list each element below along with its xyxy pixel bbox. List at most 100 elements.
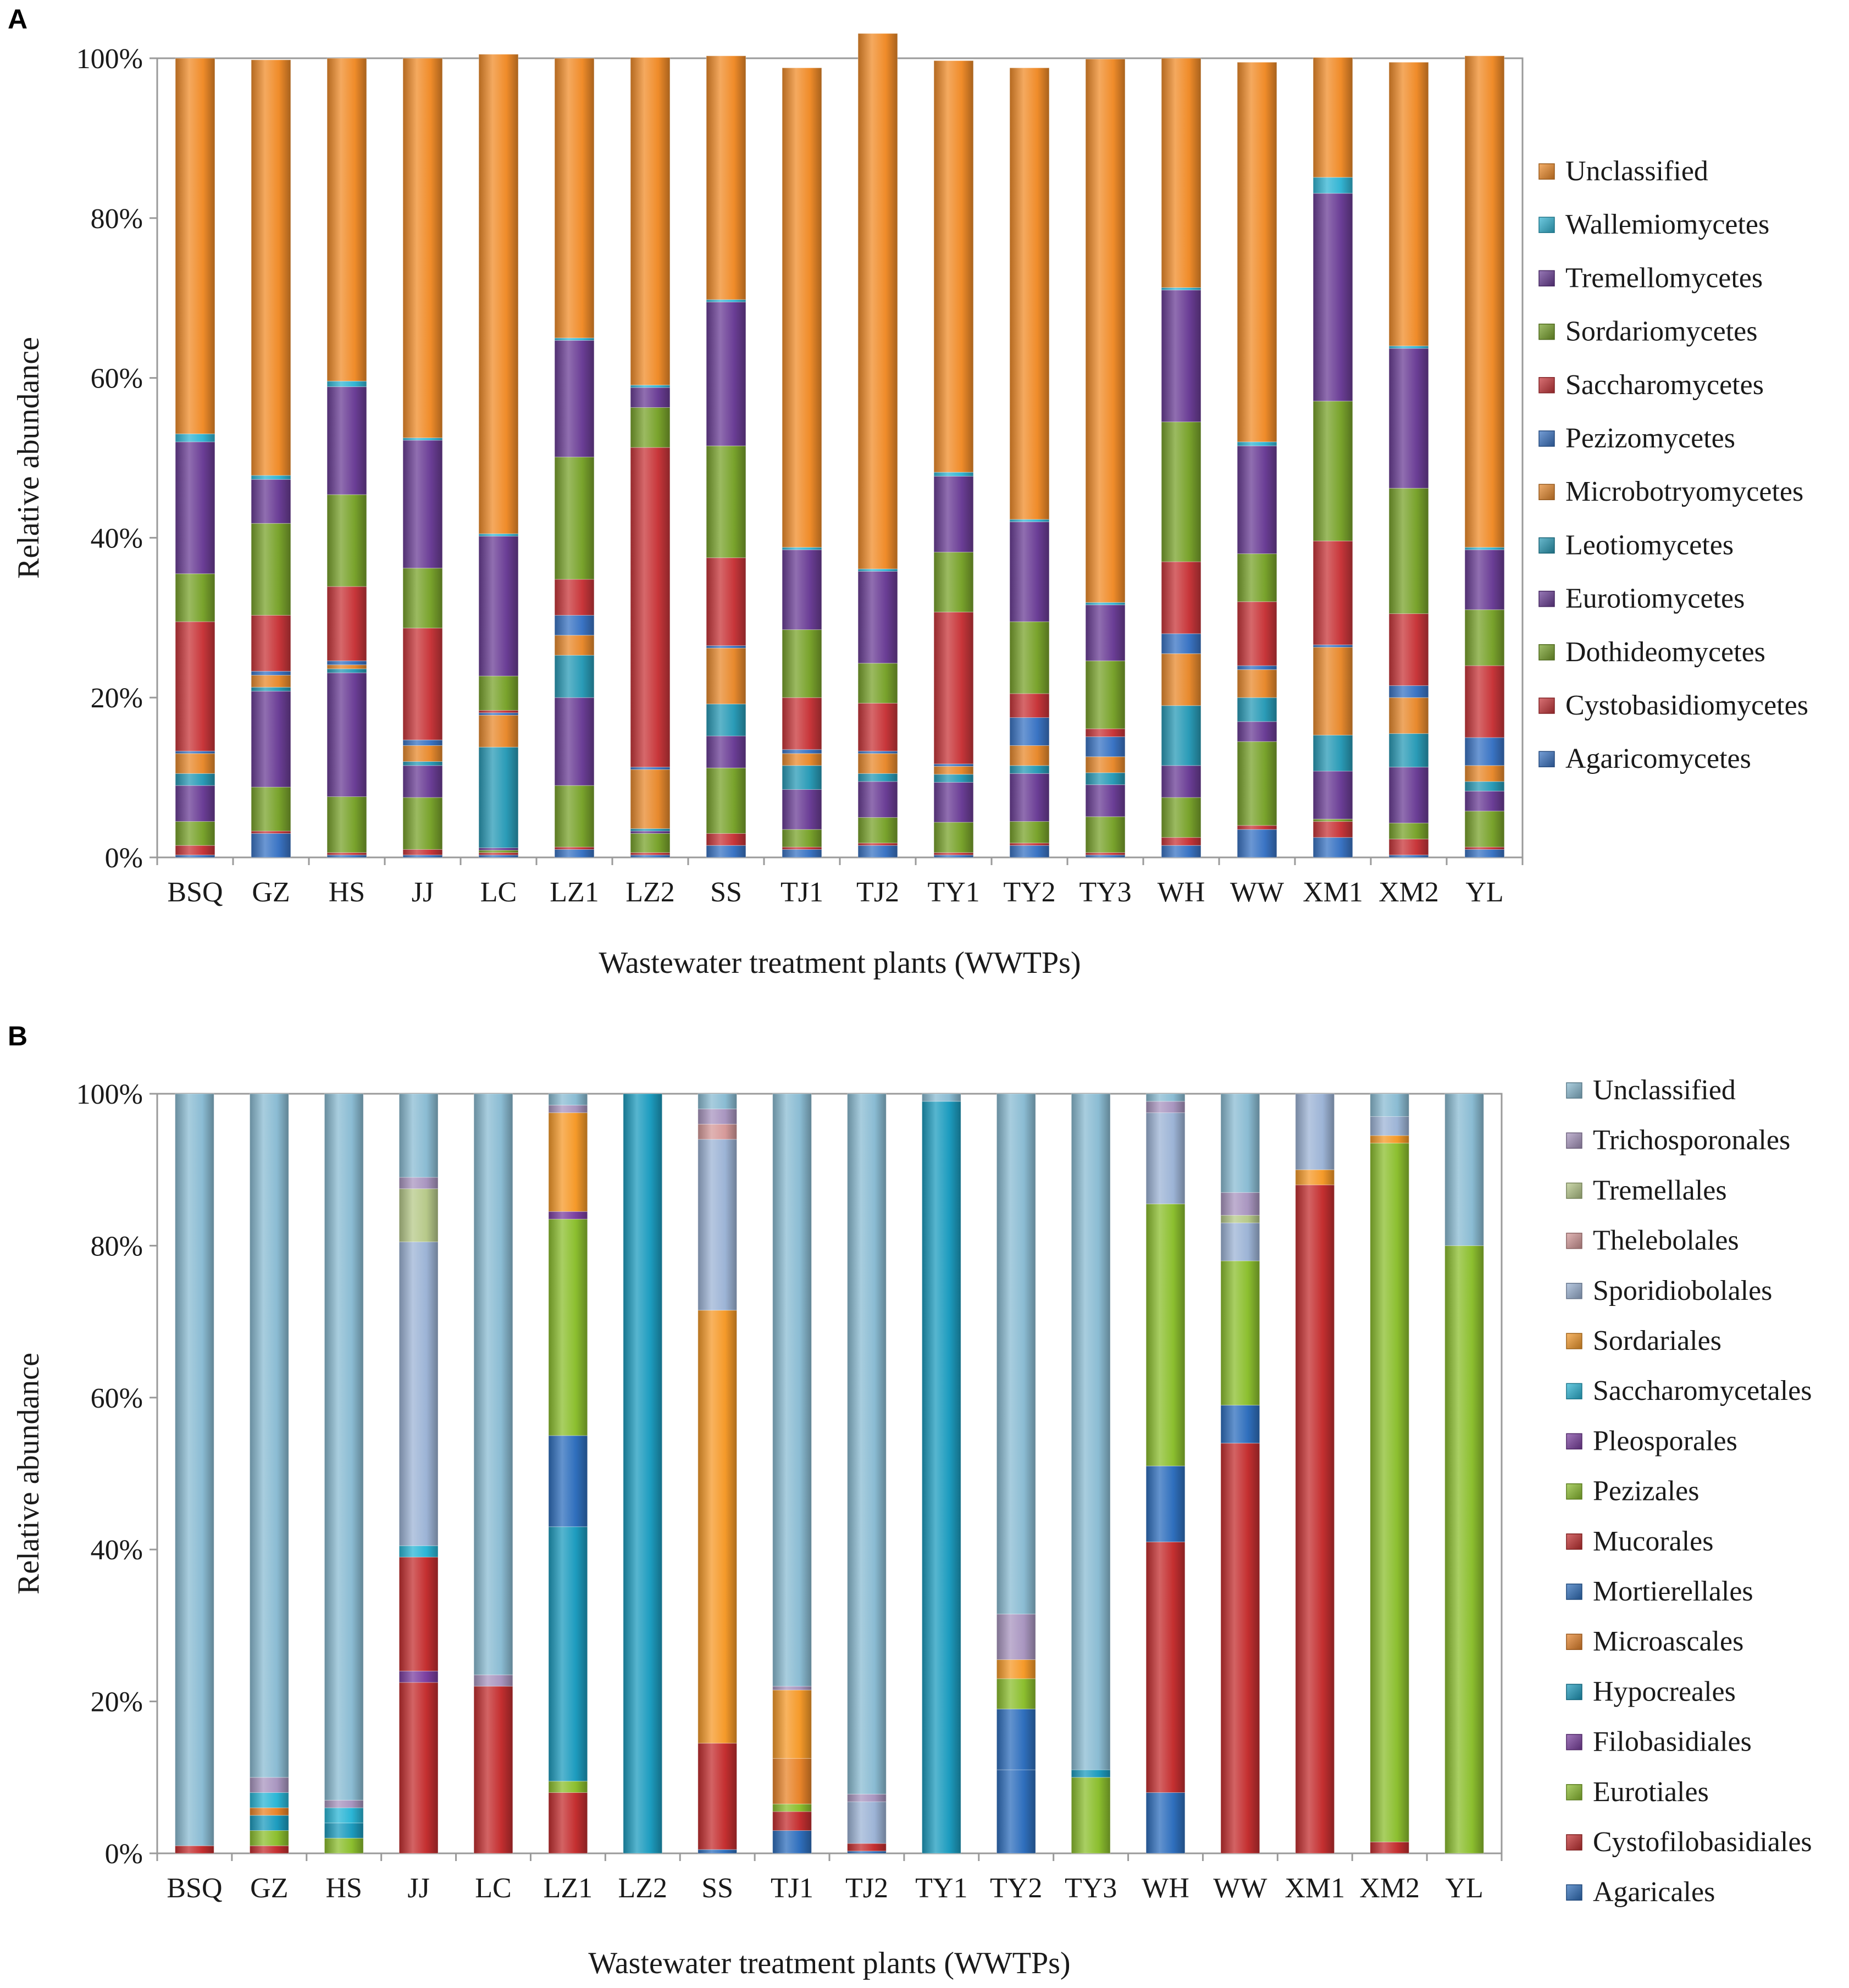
bar-segment-lc-wallemiomycetes bbox=[478, 533, 519, 536]
bar-segment-bsq-microbotryomycetes bbox=[175, 753, 215, 774]
bar-segment-xm2-unclassified bbox=[1370, 1093, 1409, 1117]
bar-segment-ty2-trichosporonales bbox=[996, 1614, 1036, 1660]
x-tick-label-tj1: TJ1 bbox=[771, 1873, 813, 1904]
bar-segment-lz1-pezizales bbox=[548, 1219, 588, 1436]
legend-label: Filobasidiales bbox=[1593, 1726, 1752, 1758]
bar-segment-gz-eurotiales bbox=[250, 1830, 289, 1846]
bar-segment-tj1-eurotiales bbox=[772, 1803, 812, 1812]
bar-segment-jj-trichosporonales bbox=[398, 1177, 439, 1189]
legend-label: Pezizales bbox=[1593, 1476, 1699, 1507]
bar-segment-tj2-tremellomycetes bbox=[857, 571, 898, 664]
legend-swatch bbox=[1538, 217, 1555, 233]
bar-segment-gz-tremellomycetes bbox=[251, 479, 291, 524]
bar-segment-tj2-sporidiobolales bbox=[847, 1801, 887, 1844]
bar-segment-xm1-wallemiomycetes bbox=[1313, 177, 1353, 194]
legend-item-saccharomycetes: Saccharomycetes bbox=[1538, 369, 1764, 401]
bar-segment-lc-eurotiomycetes bbox=[478, 848, 519, 851]
x-tick-label-xm1: XM1 bbox=[1303, 877, 1363, 908]
bar-segment-xm1-dothideomycetes bbox=[1313, 818, 1353, 822]
bar-segment-lz2-tremellomycetes bbox=[630, 387, 671, 408]
bar-segment-lc-unclassified bbox=[473, 1093, 513, 1675]
x-tick-label-lz2: LZ2 bbox=[625, 877, 675, 908]
legend-swatch bbox=[1566, 1182, 1582, 1199]
bar-segment-ty2-wallemiomycetes bbox=[1009, 519, 1050, 522]
legend-label: Pleosporales bbox=[1593, 1425, 1737, 1457]
bar-segment-xm2-dothideomycetes bbox=[1388, 822, 1429, 840]
legend-swatch bbox=[1538, 644, 1555, 661]
bar-segment-lz1-pleosporales bbox=[548, 1211, 588, 1220]
legend-swatch bbox=[1566, 1433, 1582, 1450]
legend-label: Eurotiales bbox=[1593, 1776, 1709, 1808]
bar-segment-xm1-cystobasidiomycetes bbox=[1313, 821, 1353, 838]
bar-segment-lz1-eurotiales bbox=[548, 1781, 588, 1793]
bar-segment-tj1-dothideomycetes bbox=[782, 829, 822, 848]
bar-segment-wh-sordariomycetes bbox=[1161, 422, 1202, 562]
legend-label: Hypocreales bbox=[1593, 1676, 1736, 1707]
bar-segment-hs-trichosporonales bbox=[324, 1799, 364, 1808]
bar-segment-ss-unclassified bbox=[697, 1093, 737, 1110]
bar-segment-jj-microbotryomycetes bbox=[402, 745, 443, 762]
bar-segment-lz2-agaricomycetes bbox=[630, 855, 671, 858]
legend-item-microbotryomycetes: Microbotryomycetes bbox=[1538, 476, 1803, 507]
bar-segment-jj-dothideomycetes bbox=[402, 797, 443, 850]
bar-segment-wh-agaricales bbox=[1145, 1792, 1186, 1854]
legend-item-eurotiomycetes: Eurotiomycetes bbox=[1538, 583, 1745, 614]
bar-segment-wh-wallemiomycetes bbox=[1161, 287, 1202, 291]
x-tick-label-lz1: LZ1 bbox=[544, 1873, 593, 1904]
bar-segment-lz1-wallemiomycetes bbox=[554, 337, 595, 341]
bar-segment-ty2-sordariomycetes bbox=[1009, 621, 1050, 694]
legend-item-pleosporales: Pleosporales bbox=[1566, 1425, 1737, 1457]
bar-segment-xm1-pezizomycetes bbox=[1313, 644, 1353, 648]
x-tick-label-tj2: TJ2 bbox=[845, 1873, 888, 1904]
bar-segment-ww-cystofilobasidiales bbox=[1220, 1443, 1260, 1854]
legend-swatch bbox=[1566, 1232, 1582, 1249]
legend-label: Pezizomycetes bbox=[1565, 423, 1735, 454]
panel-a-letter: A bbox=[8, 4, 28, 35]
bar-segment-tj1-microbotryomycetes bbox=[782, 753, 822, 766]
bar-segment-ss-agaricomycetes bbox=[706, 845, 746, 858]
bar-segment-bsq-agaricomycetes bbox=[175, 855, 215, 858]
x-tick-label-bsq: BSQ bbox=[167, 877, 223, 908]
bar-segment-lz1-unclassified bbox=[548, 1093, 588, 1106]
bar-segment-lz1-sordariomycetes bbox=[554, 457, 595, 580]
bar-segment-ty2-dothideomycetes bbox=[1009, 821, 1050, 844]
legend-label: Microbotryomycetes bbox=[1565, 476, 1803, 507]
bar-segment-hs-unclassified bbox=[324, 1093, 364, 1801]
bar-segment-xm1-unclassified bbox=[1313, 57, 1353, 178]
legend-label: Saccharomycetes bbox=[1565, 369, 1764, 401]
bar-segment-lc-microbotryomycetes bbox=[478, 715, 519, 747]
bar-segment-lz1-saccharomycetes bbox=[554, 579, 595, 616]
legend-swatch bbox=[1566, 1132, 1582, 1149]
legend-label: Trichosporonales bbox=[1593, 1125, 1790, 1156]
bar-segment-lc-cystobasidiomycetes bbox=[478, 852, 519, 856]
bar-segment-lz2-microbotryomycetes bbox=[630, 769, 671, 829]
bar-segment-ty1-hypocreales bbox=[922, 1101, 961, 1854]
legend-item-mucorales: Mucorales bbox=[1566, 1526, 1713, 1557]
bar-segment-ss-leotiomycetes bbox=[706, 704, 746, 736]
bar-segment-ty1-unclassified bbox=[933, 60, 974, 473]
bar-segment-lz2-pezizomycetes bbox=[630, 767, 671, 770]
bar-segment-ty3-microbotryomycetes bbox=[1085, 756, 1126, 773]
bar-segment-ww-pezizomycetes bbox=[1237, 665, 1277, 670]
legend-swatch bbox=[1566, 1834, 1582, 1851]
bar-segment-xm1-tremellomycetes bbox=[1313, 193, 1353, 402]
bar-segment-tj2-trichosporonales bbox=[847, 1793, 887, 1802]
x-tick-label-jj: JJ bbox=[407, 1873, 429, 1904]
bar-segment-yl-eurotiales bbox=[1444, 1245, 1484, 1854]
bar-segment-wh-trichosporonales bbox=[1145, 1101, 1186, 1114]
bar-segment-wh-pezizales bbox=[1145, 1203, 1186, 1466]
legend-item-trichosporonales: Trichosporonales bbox=[1566, 1125, 1790, 1156]
bar-segment-xm2-wallemiomycetes bbox=[1388, 345, 1429, 349]
bar-segment-tj2-sordariomycetes bbox=[857, 663, 898, 704]
bar-segment-lz1-hypocreales bbox=[548, 1526, 588, 1782]
bar-segment-ty1-eurotiomycetes bbox=[933, 782, 974, 823]
legend-swatch bbox=[1538, 377, 1555, 394]
bar-segment-tj2-saccharomycetes bbox=[857, 702, 898, 752]
bar-segment-gz-microascales bbox=[250, 1807, 289, 1816]
bar-segment-lz1-cystofilobasidiales bbox=[548, 1792, 588, 1854]
bar-segment-ss-sordariomycetes bbox=[706, 445, 746, 558]
bar-segment-lz1-dothideomycetes bbox=[554, 785, 595, 848]
bar-segment-bsq-sordariomycetes bbox=[175, 573, 215, 622]
bar-segment-ss-eurotiomycetes bbox=[706, 735, 746, 768]
legend-item-sordariales: Sordariales bbox=[1566, 1325, 1721, 1356]
